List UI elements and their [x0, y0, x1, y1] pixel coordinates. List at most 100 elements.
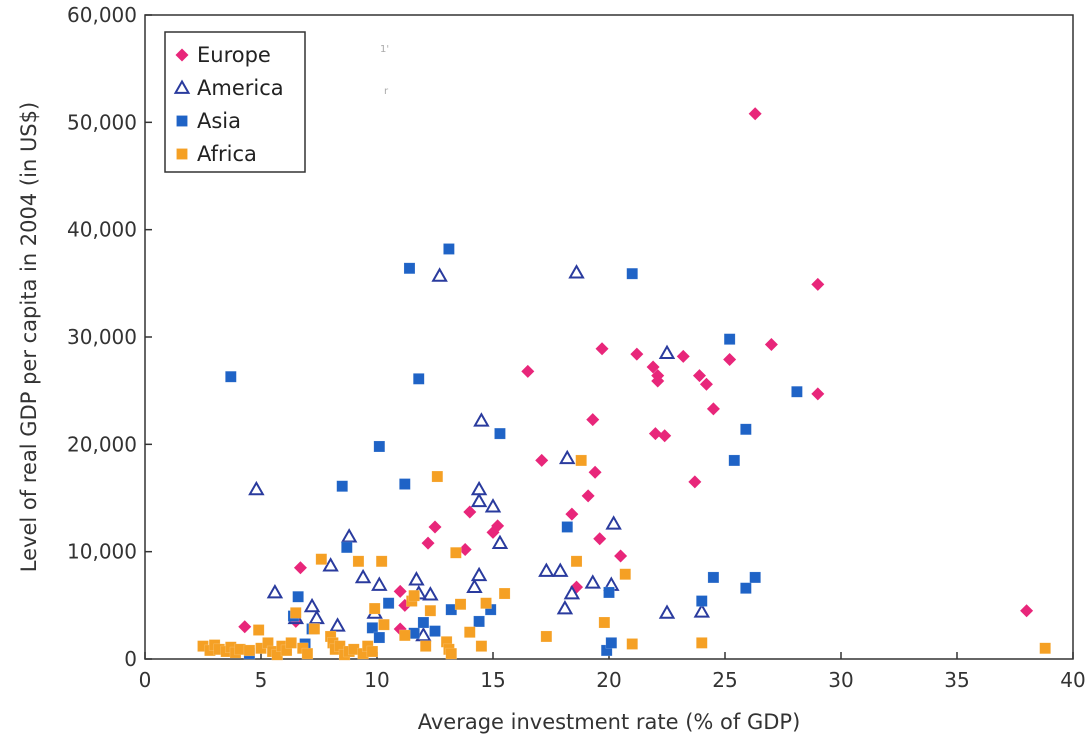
asia-point [373, 631, 386, 644]
x-tick-label: 20 [596, 668, 621, 692]
legend-marker-asia [176, 115, 188, 127]
series-africa [197, 454, 1051, 661]
africa-point [375, 555, 388, 568]
africa-point [1039, 642, 1051, 655]
legend-label-africa: Africa [197, 142, 257, 166]
america-point [658, 344, 676, 359]
legend-label-america: America [197, 76, 284, 100]
africa-point [308, 623, 321, 635]
europe-point [593, 532, 607, 546]
asia-point [373, 440, 386, 453]
africa-point [243, 644, 256, 657]
asia-point [399, 478, 411, 490]
y-axis-ticks: 0 10,000 20,000 30,000 40,000 50,000 60,000 [67, 3, 152, 671]
africa-point [498, 587, 511, 600]
y-tick-label: 30,000 [67, 325, 137, 349]
africa-point [598, 616, 611, 629]
legend-marker-america [173, 79, 191, 94]
asia-point [728, 454, 741, 467]
africa-point [368, 602, 381, 615]
y-tick-label: 10,000 [67, 540, 137, 564]
europe-point [658, 429, 672, 443]
america-point [470, 566, 488, 582]
africa-point [399, 629, 411, 642]
america-point [470, 480, 488, 496]
africa-point [378, 618, 390, 631]
america-point [568, 264, 585, 279]
europe-point [748, 107, 762, 121]
europe-point [630, 347, 644, 361]
america-point [354, 568, 372, 584]
asia-point [429, 625, 441, 637]
africa-point [696, 637, 708, 649]
america-point [408, 571, 425, 586]
europe-point [581, 489, 595, 503]
africa-point [424, 604, 437, 617]
europe-point [1020, 604, 1034, 618]
asia-point [292, 590, 304, 603]
america-point [538, 562, 555, 577]
europe-point [614, 549, 628, 563]
europe-point [699, 377, 713, 391]
asia-point [696, 595, 708, 607]
asia-point [382, 597, 395, 609]
asia-point [740, 423, 752, 436]
legend: Europe America Asia Africa [164, 31, 306, 173]
africa-point [419, 640, 432, 652]
x-tick-label: 10 [364, 668, 389, 692]
europe-point [648, 427, 662, 441]
africa-point [445, 647, 457, 660]
europe-point [764, 338, 778, 352]
africa-point [366, 645, 379, 658]
europe-point [428, 520, 442, 534]
america-point [491, 534, 509, 549]
europe-point [565, 507, 579, 521]
america-point [340, 528, 358, 543]
africa-point [464, 626, 476, 638]
america-point [605, 515, 622, 530]
africa-point [570, 555, 583, 568]
europe-point [393, 584, 407, 598]
europe-point [463, 505, 477, 519]
africa-point [252, 624, 265, 636]
europe-point [238, 620, 252, 634]
asia-point [473, 615, 485, 628]
asia-point [494, 427, 506, 440]
africa-point [454, 598, 467, 611]
america-point [552, 562, 569, 577]
asia-point [791, 385, 803, 398]
faint-mark: r [384, 86, 389, 97]
series-america [248, 264, 711, 642]
europe-point [723, 353, 737, 367]
africa-point [540, 630, 553, 643]
data-points [197, 107, 1051, 661]
europe-point [811, 387, 825, 401]
asia-point [366, 622, 379, 634]
america-point [248, 480, 265, 496]
america-point [329, 617, 346, 632]
asia-point [603, 586, 615, 599]
europe-point [458, 543, 472, 557]
america-point [266, 583, 284, 599]
america-point [584, 574, 601, 589]
europe-point [421, 536, 435, 550]
x-tick-label: 15 [480, 668, 505, 692]
america-point [431, 267, 448, 282]
america-point [658, 604, 676, 619]
europe-point [706, 402, 720, 416]
faint-mark: 1' [380, 44, 389, 55]
asia-point [341, 541, 353, 554]
asia-point [225, 370, 237, 383]
y-tick-label: 60,000 [67, 3, 137, 27]
europe-point [692, 369, 706, 383]
asia-point [707, 571, 720, 584]
y-tick-label: 0 [124, 647, 137, 671]
america-point [693, 603, 711, 618]
asia-point [403, 262, 416, 275]
asia-point [749, 571, 761, 584]
europe-point [676, 349, 690, 363]
asia-point [561, 521, 573, 533]
y-tick-label: 50,000 [67, 110, 137, 134]
africa-point [619, 568, 631, 580]
africa-point [450, 546, 462, 559]
